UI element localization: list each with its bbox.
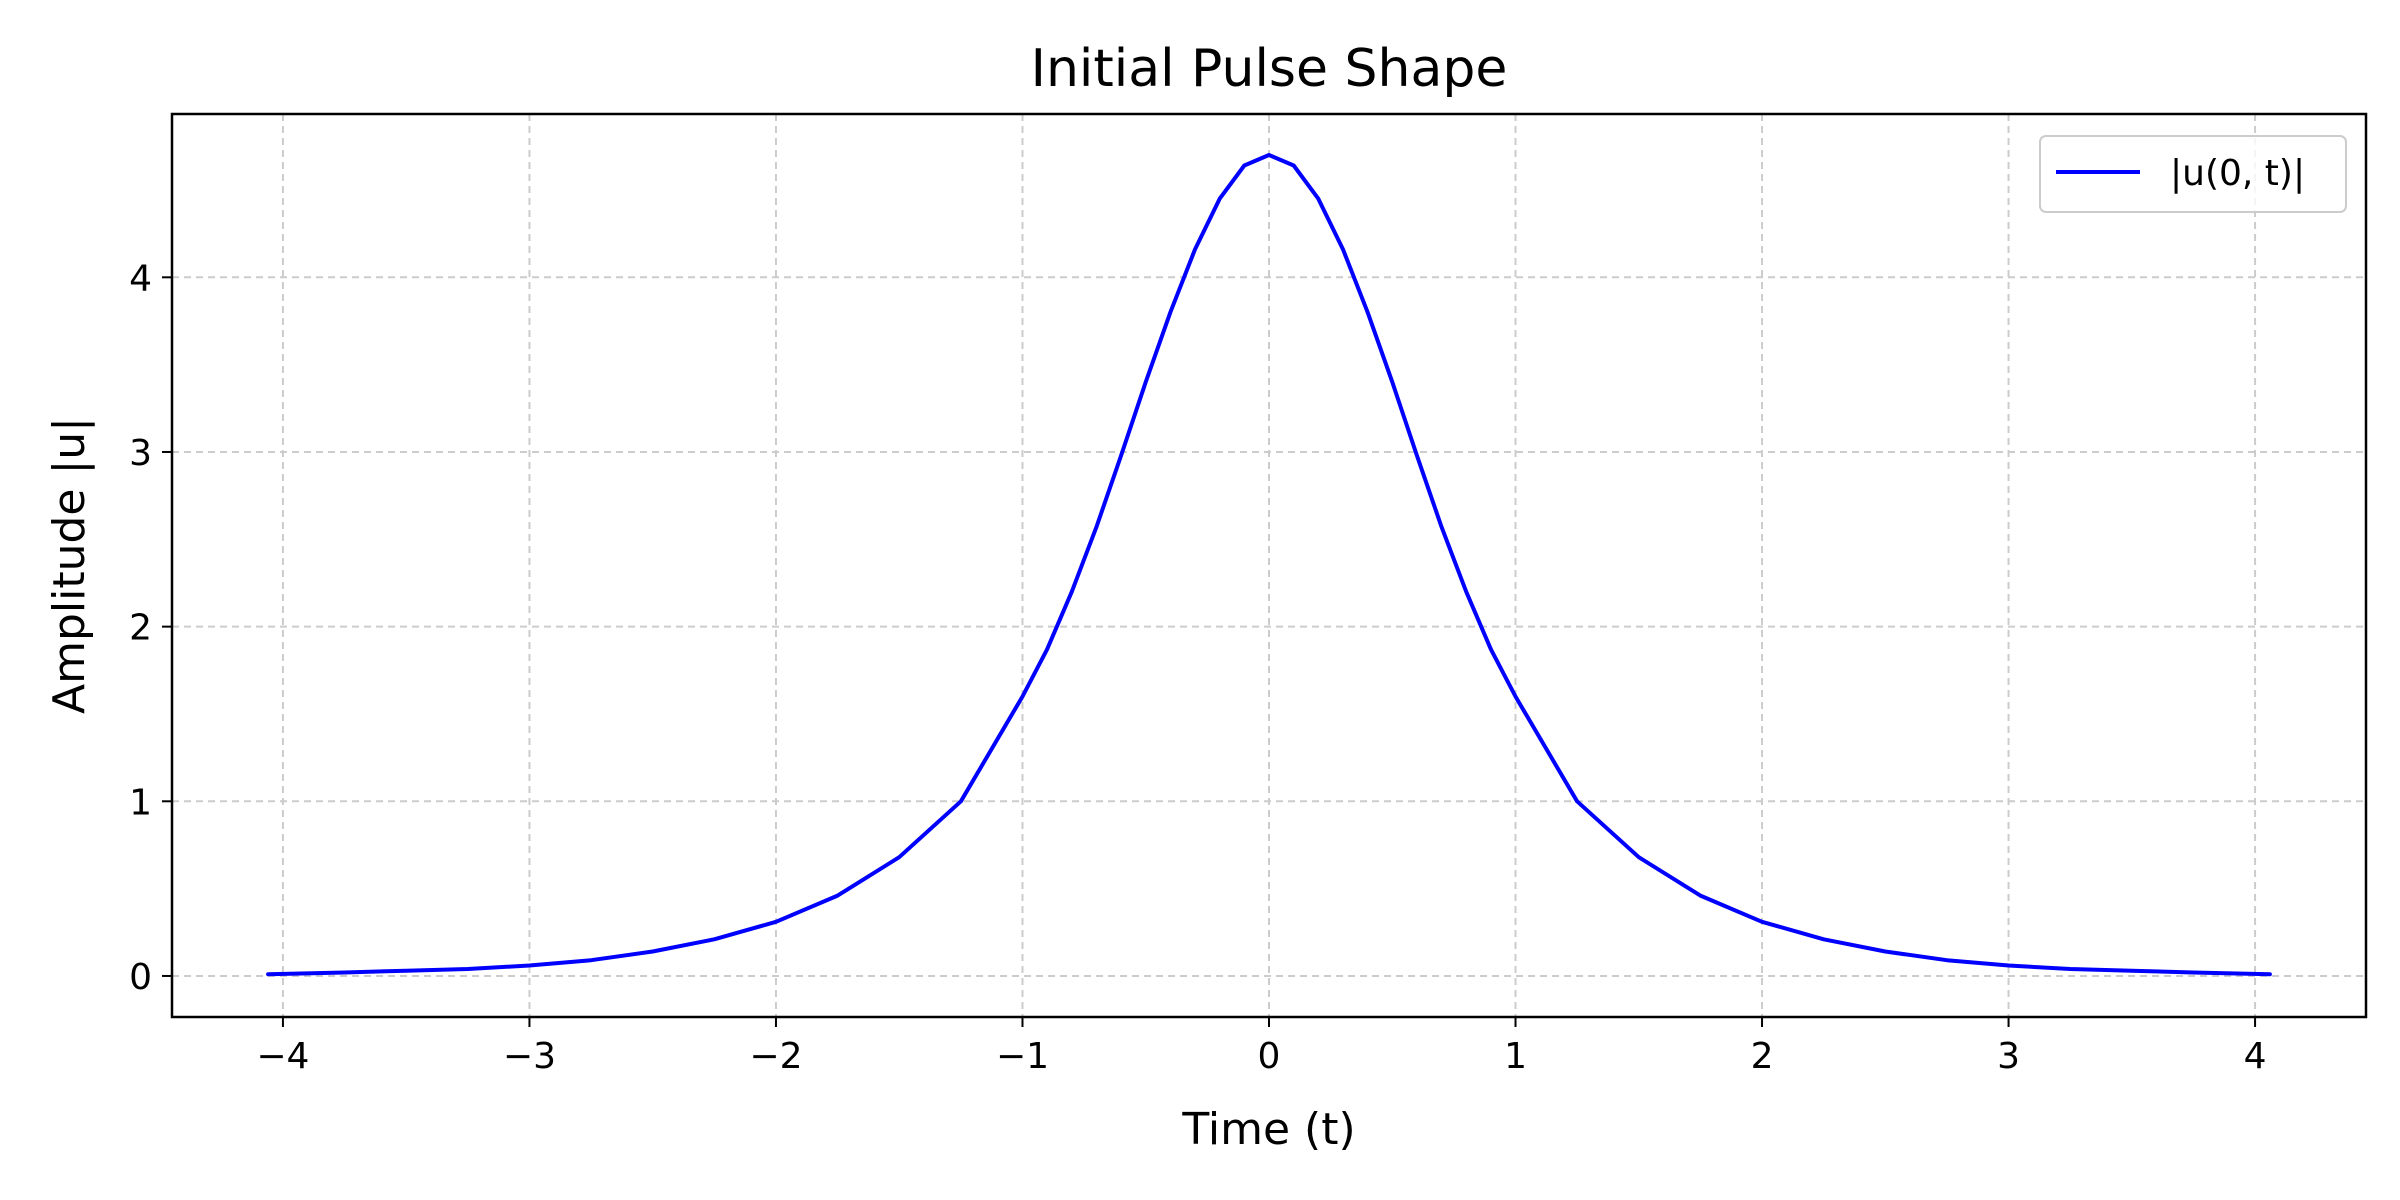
- series-line: [266, 153, 2272, 977]
- y-tick-label: 3: [129, 433, 152, 474]
- x-tick-label: −4: [256, 1036, 309, 1077]
- y-tick-label: 1: [129, 782, 152, 823]
- x-tick-label: 0: [1258, 1036, 1281, 1077]
- x-axis-title: Time (t): [1181, 1104, 1355, 1155]
- x-tick-label: −1: [996, 1036, 1049, 1077]
- y-tick-label: 4: [129, 258, 152, 299]
- x-tick-label: 4: [2244, 1036, 2267, 1077]
- series-layer: [266, 153, 2272, 977]
- y-axis-title: Amplitude |u|: [44, 417, 95, 714]
- chart-title: Initial Pulse Shape: [1031, 39, 1508, 99]
- legend-label: |u(0, t)|: [2170, 153, 2305, 194]
- x-tick-label: 2: [1751, 1036, 1774, 1077]
- x-tick-label: −3: [503, 1036, 556, 1077]
- y-tick-label: 2: [129, 608, 152, 649]
- y-tick-label: 0: [129, 957, 152, 998]
- legend-box: [2039, 135, 2347, 213]
- grid-lines: [172, 114, 2366, 1017]
- x-tick-label: 1: [1504, 1036, 1527, 1077]
- tick-layer: −4 −3 −2 −1 0 1 2 3 4 0 1 2 3 4: [129, 258, 2266, 1077]
- x-tick-label: −2: [749, 1036, 802, 1077]
- legend: |u(0, t)|: [2039, 135, 2347, 213]
- x-tick-label: 3: [1997, 1036, 2020, 1077]
